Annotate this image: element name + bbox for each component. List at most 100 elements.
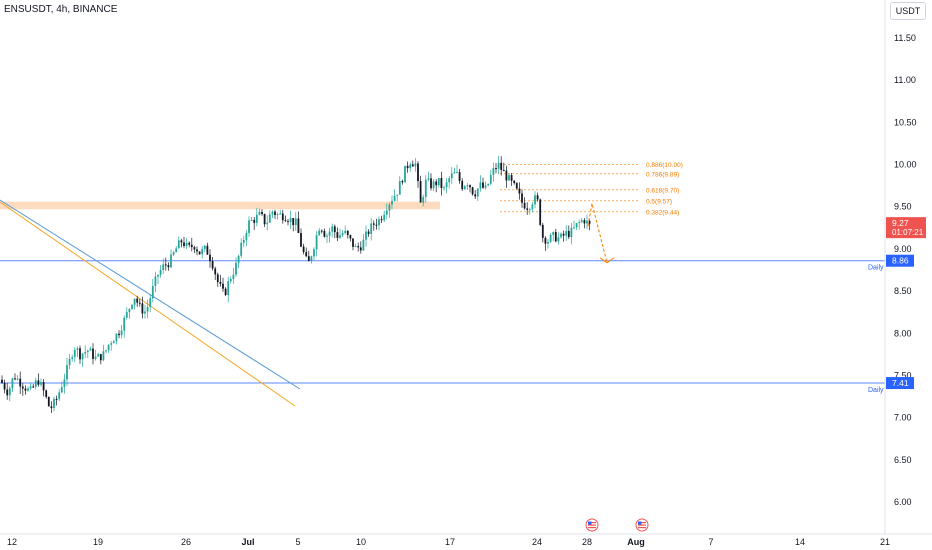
candle-body: [495, 168, 497, 170]
candle-body: [458, 172, 461, 181]
price-axis: 11.50 11.00 10.50 10.00 9.50 9.00 8.50 8.00 7.50…: [894, 33, 917, 507]
candle-body: [112, 341, 115, 344]
candle-body: [24, 388, 27, 391]
candle-body: [297, 218, 300, 234]
candle-body: [209, 254, 211, 262]
candle-body: [432, 181, 435, 189]
candle-body: [1, 379, 3, 383]
us-flag-event-icon[interactable]: [635, 518, 649, 532]
candle-body: [232, 274, 235, 280]
candle-body: [323, 231, 326, 237]
candle-body: [94, 356, 97, 359]
candle-body: [305, 252, 308, 257]
fib-level-label: 0.886(10.00): [646, 162, 683, 169]
candle-body: [214, 268, 217, 275]
candle-body: [565, 231, 568, 236]
candle-body: [547, 241, 549, 244]
time-tick-label: Aug: [627, 537, 645, 547]
candle-body: [164, 264, 167, 266]
candle-body: [344, 230, 347, 234]
candle-body: [203, 245, 206, 250]
candle-body: [502, 170, 505, 172]
time-tick-label: 26: [181, 537, 191, 547]
candle-body: [531, 204, 534, 210]
candle-body: [404, 165, 406, 183]
us-flag-event-icon[interactable]: [585, 518, 599, 532]
candle-body: [492, 168, 495, 175]
candle-body: [60, 387, 63, 393]
candles-layer: [1, 155, 591, 414]
candle-body: [151, 285, 154, 299]
candle-body: [435, 181, 438, 186]
candle-body: [315, 235, 318, 250]
candle-body: [237, 255, 240, 263]
candle-body: [53, 398, 55, 409]
candle-body: [445, 182, 448, 188]
price-tick-label: 6.50: [894, 455, 912, 465]
candle-body: [367, 231, 370, 234]
candle-body: [456, 172, 458, 174]
candle-body: [341, 233, 344, 236]
candle-body: [229, 279, 232, 282]
candle-body: [362, 239, 365, 251]
candle-body: [206, 245, 209, 255]
candle-body: [211, 261, 214, 269]
price-tick-label: 7.50: [894, 370, 912, 380]
candle-body: [391, 200, 393, 205]
candle-body: [250, 219, 253, 221]
level-lines-layer: Daily Daily: [0, 260, 885, 394]
price-tick-label: 10.50: [894, 117, 917, 127]
projection-arrow-line: [587, 203, 608, 263]
candle-body: [284, 220, 287, 222]
candle-body: [354, 246, 357, 248]
candle-body: [71, 357, 74, 359]
fib-levels-layer: 0.886(10.00) 0.786(9.89) 0.618(9.70) 0.5(9.…: [500, 162, 683, 216]
candle-body: [263, 214, 266, 225]
time-tick-label: 10: [356, 537, 366, 547]
candle-body: [320, 230, 323, 232]
candle-body: [6, 389, 9, 396]
candle-body: [300, 233, 302, 247]
fib-level-label: 0.618(9.70): [646, 187, 679, 194]
price-tick-label: 11.00: [894, 75, 916, 85]
candle-body: [118, 333, 120, 336]
candle-body: [422, 196, 425, 203]
candle-body: [177, 240, 180, 249]
candle-body: [258, 211, 261, 215]
candle-body: [549, 234, 552, 242]
candle-body: [479, 182, 482, 189]
candle-body: [125, 312, 128, 318]
candle-body: [92, 348, 94, 359]
price-tick-label: 6.00: [894, 497, 912, 507]
candle-body: [86, 350, 89, 353]
candle-body: [331, 226, 334, 232]
candle-body: [383, 214, 386, 221]
price-tick-label: 10.00: [894, 160, 917, 170]
candle-body: [3, 382, 6, 390]
candle-body: [357, 246, 360, 248]
candle-body: [292, 218, 295, 226]
candle-body: [235, 262, 237, 275]
candle-body: [45, 390, 48, 397]
candle-body: [443, 187, 445, 189]
projection-arrow-head: [599, 257, 615, 264]
candle-body: [110, 343, 113, 345]
candle-body: [115, 333, 118, 342]
candle-body: [586, 220, 588, 224]
candle-body: [440, 177, 443, 189]
candle-body: [544, 237, 547, 244]
currency-button[interactable]: USDT: [890, 2, 926, 20]
candle-body: [32, 386, 35, 388]
candle-body: [328, 231, 331, 236]
candle-body: [8, 388, 11, 396]
candle-body: [497, 162, 500, 169]
candle-body: [448, 178, 451, 183]
candle-body: [131, 304, 133, 309]
candle-body: [268, 214, 271, 223]
candle-body: [370, 223, 373, 234]
candle-body: [575, 222, 578, 228]
candle-body: [539, 199, 542, 225]
candle-body: [573, 227, 575, 229]
candle-body: [393, 195, 396, 201]
